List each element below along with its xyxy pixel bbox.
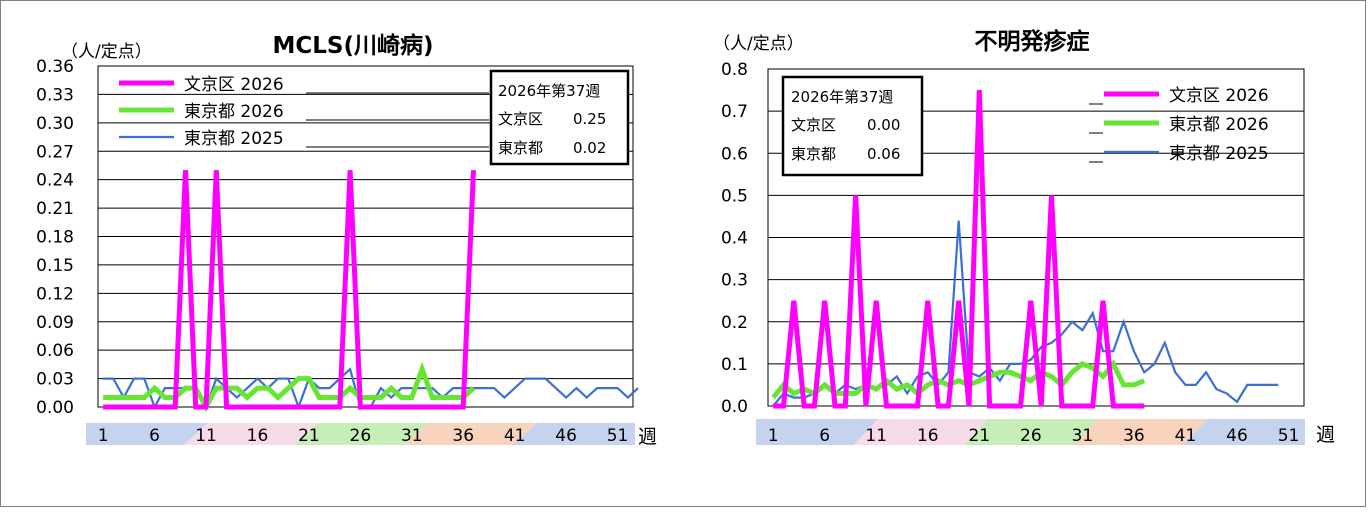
chart1-ytick-label: 0.30 [36, 114, 74, 134]
chart1-ytick-label: 0.27 [36, 142, 74, 162]
chart2-xtick-label: 1 [768, 426, 779, 446]
chart1-xtick-label: 16 [247, 426, 269, 446]
chart2-ytick-label: 0.7 [721, 102, 748, 122]
chart2-ytick-label: 0.0 [721, 397, 748, 417]
chart2-xtick-label: 21 [968, 426, 990, 446]
chart2-legend-label-tokyo-2026: 東京都 2026 [1169, 115, 1269, 135]
chart1-xtick-label: 11 [195, 426, 217, 446]
chart1-ytick-label: 0.33 [36, 85, 74, 105]
chart1-ytick-label: 0.24 [36, 171, 74, 191]
chart1-ytick-label: 0.12 [36, 284, 74, 304]
chart1-legend-label-tokyo-2025: 東京都 2025 [184, 129, 284, 149]
chart1-info-value-bunkyo: 0.25 [573, 110, 606, 128]
chart2-ytick-label: 0.8 [721, 60, 748, 80]
chart2-ytick-label: 0.2 [721, 313, 748, 333]
chart1-info-label-bunkyo: 文京区 [498, 110, 543, 128]
chart2-xtick-label: 26 [1020, 426, 1042, 446]
chart1-info-box: 2026年第37週 文京区 0.25 東京都 0.02 [491, 71, 628, 164]
chart2-title: 不明発疹症 [975, 28, 1090, 55]
chart2-ytick-label: 0.4 [721, 229, 748, 249]
chart1-unit-label: （人/定点） [61, 42, 152, 62]
chart2-legend-label-bunkyo-2026: 文京区 2026 [1169, 86, 1269, 106]
chart1-title: MCLS(川崎病) [272, 32, 433, 59]
chart1-series-bunkyo-2026 [103, 170, 473, 407]
chart1-xtick-label: 26 [350, 426, 372, 446]
chart2-ytick-label: 0.5 [721, 186, 748, 206]
chart2-legend-label-tokyo-2025: 東京都 2025 [1169, 144, 1269, 164]
chart2-xtick-label: 31 [1072, 426, 1094, 446]
chart1-xtick-label: 36 [452, 426, 474, 446]
chart1-xtick-label: 21 [298, 426, 320, 446]
chart1-ytick-label: 0.09 [36, 313, 74, 333]
chart2-info-label-bunkyo: 文京区 [791, 116, 836, 134]
chart2-xtick-label: 6 [819, 426, 830, 446]
chart1-info-title: 2026年第37週 [498, 82, 600, 100]
chart2-unit-label: （人/定点） [713, 34, 804, 54]
chart2-xtick-label: 46 [1226, 426, 1248, 446]
chart1-ytick-label: 0.06 [36, 341, 74, 361]
chart1-info-value-tokyo: 0.02 [573, 139, 606, 157]
chart2-info-label-tokyo: 東京都 [791, 145, 836, 163]
chart2-ytick-label: 0.3 [721, 271, 748, 291]
chart1-info-label-tokyo: 東京都 [498, 139, 543, 157]
chart1-ytick-label: 0.18 [36, 228, 74, 248]
chart2-series-tokyo-2026 [773, 364, 1144, 398]
chart2-xtick-label: 51 [1278, 426, 1300, 446]
chart1-xtick-label: 6 [149, 426, 160, 446]
chart1-xtick-label: 1 [98, 426, 109, 446]
chart2-week-unit: 週 [1316, 424, 1335, 446]
chart1-xtick-label: 46 [555, 426, 577, 446]
chart1-ytick-label: 0.21 [36, 199, 74, 219]
chart2-info-title: 2026年第37週 [791, 88, 893, 106]
chart2-info-box: 2026年第37週 文京区 0.00 東京都 0.06 [783, 77, 922, 175]
chart2-xtick-label: 36 [1123, 426, 1145, 446]
chart2-xtick-label: 11 [865, 426, 887, 446]
chart2-xtick-label: 16 [917, 426, 939, 446]
chart1-ytick-label: 0.00 [36, 398, 74, 418]
chart1-legend-label-bunkyo-2026: 文京区 2026 [184, 75, 284, 95]
chart1-legend-label-tokyo-2026: 東京都 2026 [184, 102, 284, 122]
chart2-xtick-label: 41 [1175, 426, 1197, 446]
chart1-week-unit: 週 [638, 426, 657, 448]
chart2-ytick-label: 0.1 [721, 355, 748, 375]
chart1-xtick-label: 41 [504, 426, 526, 446]
chart1-xtick-label: 51 [607, 426, 629, 446]
chart1-ytick-label: 0.03 [36, 370, 74, 390]
chart1-ytick-label: 0.15 [36, 256, 74, 276]
chart2-info-value-tokyo: 0.06 [867, 145, 900, 163]
chart2-ytick-label: 0.6 [721, 144, 748, 164]
chart1-xtick-label: 31 [401, 426, 423, 446]
chart2-info-value-bunkyo: 0.00 [867, 116, 900, 134]
